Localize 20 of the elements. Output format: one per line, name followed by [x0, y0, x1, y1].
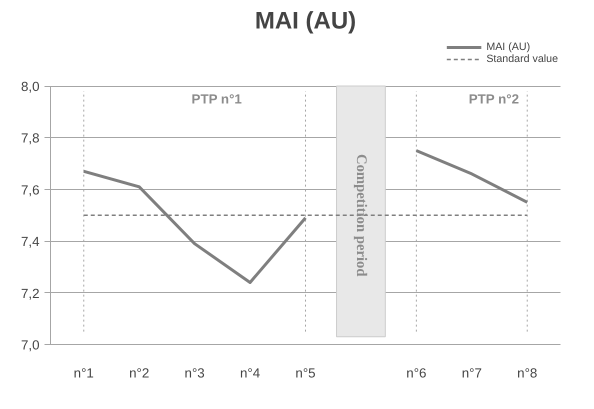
y-tick-label: 8,0 — [20, 79, 40, 94]
y-tick-label: 7,8 — [20, 130, 40, 146]
x-tick-label: n°8 — [517, 366, 538, 380]
x-tick-label: n°1 — [74, 366, 94, 380]
y-tick-label: 7,2 — [20, 286, 40, 301]
chart-title: MAI (AU) — [254, 8, 356, 34]
band-label: Competition period — [352, 154, 369, 277]
x-tick-label: n°2 — [129, 366, 150, 380]
x-tick-label: n°4 — [240, 366, 261, 380]
legend-label: Standard value — [486, 53, 558, 65]
y-tick-label: 7,0 — [20, 338, 40, 352]
y-tick-label: 7,6 — [20, 182, 40, 198]
y-tick-label: 7,4 — [20, 234, 40, 250]
annotation: PTP n°1 — [192, 92, 242, 107]
x-tick-label: n°6 — [406, 366, 426, 380]
x-tick-label: n°7 — [462, 366, 482, 380]
annotation: PTP n°2 — [468, 92, 520, 107]
x-tick-label: n°3 — [184, 366, 205, 380]
legend-label: MAI (AU) — [486, 41, 530, 53]
x-tick-label: n°5 — [295, 366, 316, 380]
